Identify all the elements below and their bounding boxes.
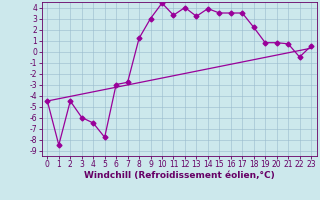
X-axis label: Windchill (Refroidissement éolien,°C): Windchill (Refroidissement éolien,°C) (84, 171, 275, 180)
